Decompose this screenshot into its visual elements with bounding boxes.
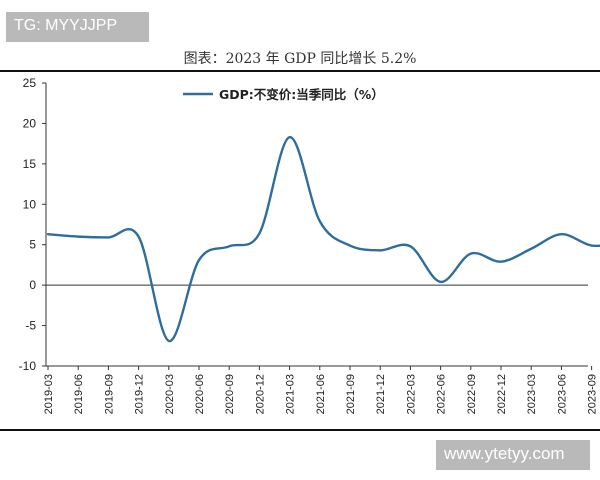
x-tick-label: 2022-09 (466, 374, 478, 414)
bottom-rule (0, 429, 600, 431)
y-tick-label: 0 (29, 278, 36, 292)
y-tick-label: -5 (25, 319, 36, 333)
x-tick-label: 2022-03 (405, 374, 417, 414)
chart-title: 图表：2023 年 GDP 同比增长 5.2% (183, 51, 417, 67)
x-tick-label: 2022-12 (496, 374, 508, 414)
watermark-top-left: TG: MYYJJPP (6, 12, 149, 42)
y-tick-label: 5 (29, 238, 36, 252)
x-tick-label: 2023-09 (587, 374, 599, 414)
x-tick-label: 2019-12 (134, 374, 146, 414)
y-tick-label: 10 (23, 197, 37, 211)
y-ticks-group: 25 20 15 10 5 0 -5 -10 (19, 76, 46, 373)
x-tick-label: 2021-09 (345, 374, 357, 414)
x-ticks-group: 2019-03 2019-06 2019-09 2019-12 2020-03 2020-… (43, 366, 599, 414)
top-rule (0, 70, 600, 72)
x-tick-label: 2020-09 (224, 374, 236, 414)
x-tick-label: 2020-12 (254, 374, 266, 414)
axes-group (45, 83, 588, 367)
y-tick-label: 25 (23, 76, 37, 90)
x-tick-label: 2019-09 (103, 374, 115, 414)
legend-label: GDP:不变价:当季同比（%） (219, 87, 384, 102)
series-points (48, 137, 600, 341)
x-tick-label: 2023-06 (556, 374, 568, 414)
x-tick-label: 2019-06 (73, 374, 85, 414)
legend: GDP:不变价:当季同比（%） (183, 87, 384, 102)
x-tick-label: 2021-03 (285, 374, 297, 414)
y-tick-label: 20 (23, 116, 37, 130)
y-tick-label: 15 (23, 157, 37, 171)
watermark-bottom-right: www.ytetyy.com (436, 440, 590, 470)
x-tick-label: 2019-03 (43, 374, 55, 414)
x-tick-label: 2022-06 (436, 374, 448, 414)
x-tick-label: 2021-06 (315, 374, 327, 414)
x-tick-label: 2020-03 (164, 374, 176, 414)
series-line-gdp (46, 135, 600, 343)
x-tick-label: 2023-03 (526, 374, 538, 414)
x-tick-label: 2021-12 (375, 374, 387, 414)
y-tick-label: -10 (19, 359, 37, 373)
x-tick-label: 2020-06 (194, 374, 206, 414)
